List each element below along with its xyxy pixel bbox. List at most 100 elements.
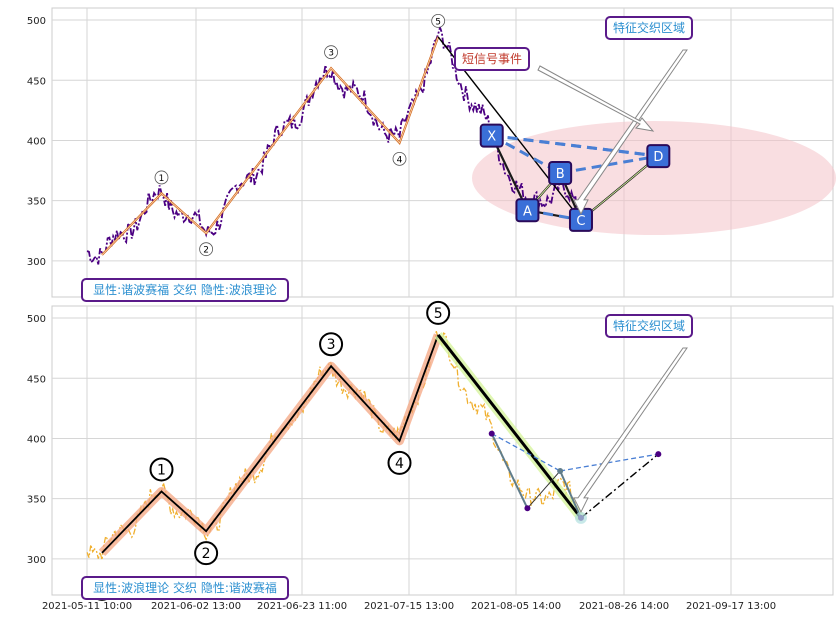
- harmonic-bc-line: [559, 470, 582, 519]
- y-tick-label: 350: [27, 197, 46, 208]
- x-tick-label: 2021-05-11 10:00: [42, 601, 132, 612]
- harmonic-label: X: [487, 130, 496, 145]
- legend-label: 显性:波浪理论 交织 隐性:谐波赛福: [81, 576, 289, 600]
- harmonic-point-marker: [557, 467, 564, 474]
- wave-label-circle: [199, 242, 214, 257]
- wave-label-5: 5: [426, 300, 451, 325]
- region-label-box: [605, 16, 693, 40]
- region-label-text: 特征交织区域: [613, 318, 685, 333]
- event-label: 短信号事件: [454, 47, 530, 71]
- harmonic-dashdot-line: [580, 453, 659, 519]
- feature-region-ellipse: [472, 121, 836, 235]
- legend-label-box: [81, 278, 289, 302]
- wave-line-inner: [101, 36, 439, 256]
- bottom-panel: 300350400450500012345特征交织区域显性:波浪理论 交织 隐性…: [27, 300, 834, 601]
- x-tick-label: 2021-07-15 13:00: [364, 601, 454, 612]
- wave-label-text: 5: [434, 306, 443, 322]
- wave-label-circle: [431, 13, 446, 28]
- legend-label-text: 显性:谐波赛福 交织 隐性:波浪理论: [93, 282, 277, 297]
- wave-label-text: 2: [202, 546, 211, 562]
- wave-label-3: 3: [324, 45, 338, 60]
- harmonic-dashed-line: [559, 154, 659, 175]
- x-tick-label: 2021-06-02 13:00: [151, 601, 241, 612]
- event-label-text: 短信号事件: [462, 52, 522, 66]
- wave-label-4: 4: [387, 450, 412, 475]
- harmonic-point-marker: [488, 430, 495, 437]
- y-tick-label: 500: [27, 314, 46, 325]
- region-label-box: [605, 314, 693, 338]
- wave-label-circle: [426, 300, 451, 325]
- harmonic-box: [548, 160, 573, 185]
- wave-label-2: 2: [199, 242, 214, 257]
- wave-label-text: 5: [435, 17, 441, 27]
- harmonic-label: B: [556, 167, 565, 182]
- top-panel: 300350400450500XABCD012345特征交织区域短信号事件显性:…: [27, 7, 836, 302]
- wave-label-circle: [319, 332, 344, 357]
- region-label-text: 特征交织区域: [613, 20, 685, 35]
- legend-label-box: [81, 576, 289, 600]
- x-tick-label: 2021-08-26 14:00: [579, 601, 669, 612]
- harmonic-box: [646, 144, 671, 169]
- wave-label-circle: [324, 45, 338, 60]
- y-tick-label: 400: [27, 136, 46, 147]
- y-tick-label: 350: [27, 495, 46, 506]
- x-tick-label: 2021-08-05 14:00: [471, 601, 561, 612]
- y-tick-label: 500: [27, 16, 46, 27]
- wave-line: [101, 334, 440, 554]
- wave-label-text: 1: [159, 174, 165, 184]
- wave-label-circle: [149, 457, 174, 482]
- y-tick-label: 450: [27, 374, 46, 385]
- harmonic-box: [515, 198, 540, 223]
- wave-label-1: 1: [154, 170, 169, 185]
- region-arrow: [573, 49, 688, 216]
- wave-label-text: 4: [397, 155, 403, 165]
- harmonic-point-x: X: [479, 123, 504, 148]
- harmonic-ab-line: [527, 470, 561, 509]
- harmonic-point-marker: [655, 451, 662, 458]
- y-tick-label: 300: [27, 257, 46, 268]
- wave-label-5: 5: [431, 13, 446, 28]
- harmonic-dashed-line: [560, 453, 659, 472]
- harmonic-point-d: D: [646, 144, 671, 169]
- region-label: 特征交织区域: [605, 314, 693, 338]
- wave-label-text: 3: [328, 49, 334, 59]
- harmonic-label: D: [653, 150, 663, 165]
- wave-label-1: 1: [149, 457, 174, 482]
- harmonic-edge-highlight: [580, 155, 659, 221]
- y-tick-label: 450: [27, 76, 46, 87]
- wave-label-circle: [392, 151, 407, 166]
- wave-label-text: 1: [157, 462, 166, 478]
- wave-label-circle: [154, 170, 169, 185]
- x-tick-label: 2021-06-23 11:00: [257, 601, 347, 612]
- event-label-box: [454, 47, 530, 71]
- point-c-marker: [574, 511, 587, 524]
- harmonic-label: C: [576, 214, 585, 229]
- region-label: 特征交织区域: [605, 16, 693, 40]
- wave-label-circle: [387, 450, 412, 475]
- y-tick-label: 400: [27, 434, 46, 445]
- harmonic-edge: [490, 135, 529, 211]
- wave-label-2: 2: [194, 541, 219, 566]
- legend-label: 显性:谐波赛福 交织 隐性:波浪理论: [81, 278, 289, 302]
- event-arrow: [537, 65, 655, 132]
- wave5-to-c-line: [436, 333, 583, 519]
- harmonic-label: A: [523, 204, 532, 219]
- wave-label-text: 4: [395, 456, 404, 472]
- wave-label-text: 3: [327, 337, 336, 353]
- legend-label-text: 显性:波浪理论 交织 隐性:谐波赛福: [93, 580, 277, 595]
- wave-label-text: 2: [203, 246, 209, 256]
- wave-label-4: 4: [392, 151, 407, 166]
- y-tick-label: 300: [27, 555, 46, 566]
- harmonic-xa-line: [490, 433, 529, 509]
- x-tick-label: 2021-09-17 13:00: [686, 601, 776, 612]
- region-arrow: [573, 347, 688, 514]
- wave-label-circle: [194, 541, 219, 566]
- wave-label-3: 3: [319, 332, 344, 357]
- plot-area: [51, 305, 834, 596]
- harmonic-box: [479, 123, 504, 148]
- harmonic-point-a: A: [515, 198, 540, 223]
- harmonic-dashed-curve: [491, 134, 659, 158]
- harmonic-point-marker: [524, 505, 531, 512]
